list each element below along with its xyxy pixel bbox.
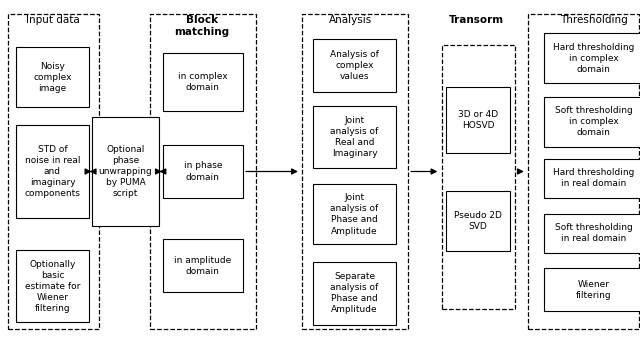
- Bar: [313, 38, 396, 92]
- Bar: [446, 86, 510, 154]
- Bar: [545, 268, 640, 311]
- Text: Soft thresholding
in complex
domain: Soft thresholding in complex domain: [555, 106, 633, 137]
- Text: Separate
analysis of
Phase and
Amplitude: Separate analysis of Phase and Amplitude: [330, 272, 379, 315]
- Text: Hard thresholding
in real domain: Hard thresholding in real domain: [553, 168, 635, 188]
- Text: Wiener
filtering: Wiener filtering: [576, 280, 612, 300]
- Text: Block
matching: Block matching: [174, 15, 229, 37]
- Text: Optional
phase
unwrapping
by PUMA
script: Optional phase unwrapping by PUMA script: [99, 145, 152, 198]
- Text: Soft thresholding
in real domain: Soft thresholding in real domain: [555, 223, 633, 243]
- Bar: [302, 14, 408, 329]
- Text: Noisy
complex
image: Noisy complex image: [33, 62, 72, 93]
- Bar: [545, 213, 640, 253]
- Text: Transorm: Transorm: [449, 15, 504, 25]
- Text: Hard thresholding
in complex
domain: Hard thresholding in complex domain: [553, 43, 635, 74]
- Text: Pseudo 2D
SVD: Pseudo 2D SVD: [454, 211, 502, 231]
- Text: in complex
domain: in complex domain: [178, 72, 228, 92]
- Text: Optionally
basic
estimate for
Wiener
filtering: Optionally basic estimate for Wiener fil…: [25, 260, 80, 313]
- Text: Joint
analysis of
Phase and
Amplitude: Joint analysis of Phase and Amplitude: [330, 193, 379, 236]
- Text: Thresholding: Thresholding: [560, 15, 628, 25]
- Text: Joint
analysis of
Real and
Imaginary: Joint analysis of Real and Imaginary: [330, 116, 379, 158]
- Bar: [15, 47, 90, 107]
- Bar: [15, 125, 90, 218]
- Text: Analysis: Analysis: [329, 15, 372, 25]
- Text: Analysis of
complex
values: Analysis of complex values: [330, 50, 379, 81]
- Text: in phase
domain: in phase domain: [184, 162, 222, 181]
- Text: in amplitude
domain: in amplitude domain: [174, 256, 232, 276]
- Text: 3D or 4D
HOSVD: 3D or 4D HOSVD: [458, 110, 498, 130]
- Bar: [545, 97, 640, 147]
- Bar: [92, 117, 159, 226]
- Bar: [545, 158, 640, 198]
- Bar: [8, 14, 99, 329]
- Bar: [15, 250, 90, 322]
- Bar: [150, 14, 256, 329]
- Bar: [446, 191, 510, 251]
- Text: Input data: Input data: [26, 15, 79, 25]
- Bar: [163, 53, 243, 111]
- Bar: [545, 34, 640, 83]
- Bar: [313, 262, 396, 325]
- Text: STD of
noise in real
and
imaginary
components: STD of noise in real and imaginary compo…: [24, 145, 81, 198]
- Bar: [313, 106, 396, 168]
- Bar: [313, 185, 396, 244]
- Bar: [528, 14, 639, 329]
- Bar: [163, 239, 243, 292]
- Bar: [442, 45, 515, 309]
- Bar: [163, 145, 243, 198]
